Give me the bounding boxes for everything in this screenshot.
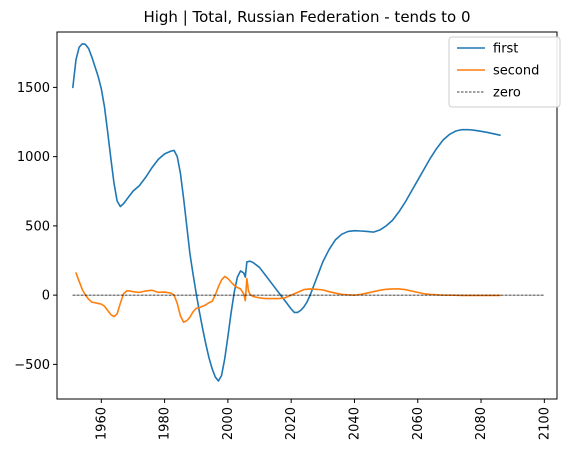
legend-box (448, 36, 561, 108)
x-tick-label: 1960 (94, 407, 109, 440)
series-line-first (72, 42, 501, 382)
x-tick-label: 2000 (221, 407, 236, 440)
y-axis: −500 0 500 1000 1500 (14, 81, 57, 373)
x-tick-label: 1980 (158, 407, 173, 440)
y-tick-label: 0 (42, 289, 50, 304)
x-tick-label: 2020 (284, 407, 299, 440)
x-tick-label: 2040 (347, 407, 362, 440)
legend: first second zero (448, 36, 561, 108)
y-tick-label: 500 (25, 219, 50, 234)
legend-label-first: first (493, 42, 518, 57)
plot-lines (72, 42, 545, 382)
legend-label-zero: zero (493, 86, 521, 101)
x-tick-label: 2060 (411, 407, 426, 440)
x-tick-label: 2080 (474, 407, 489, 440)
plot-frame (56, 31, 558, 400)
y-tick-label: −500 (14, 358, 50, 373)
y-tick-label: 1500 (17, 81, 50, 96)
x-axis: 1960 1980 2000 2020 2040 2060 2080 2100 (94, 399, 552, 440)
y-tick-label: 1000 (17, 150, 50, 165)
series-line-second (75, 272, 501, 323)
x-tick-label: 2100 (537, 407, 552, 440)
chart-title: High | Total, Russian Federation - tends… (143, 8, 470, 26)
legend-label-second: second (493, 64, 539, 79)
